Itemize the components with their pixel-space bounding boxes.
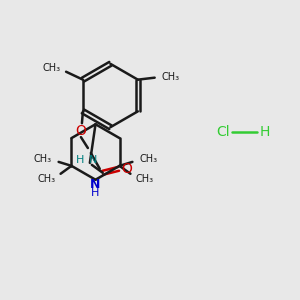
Text: H: H (76, 155, 84, 165)
Text: O: O (121, 162, 132, 176)
Text: Cl: Cl (216, 125, 230, 139)
Text: O: O (76, 124, 86, 138)
Text: N: N (90, 178, 101, 191)
Text: H: H (91, 188, 100, 198)
Text: CH₃: CH₃ (43, 63, 61, 73)
Text: CH₃: CH₃ (38, 174, 56, 184)
Text: H: H (260, 125, 270, 139)
Text: CH₃: CH₃ (135, 174, 154, 184)
Text: N: N (89, 155, 97, 165)
Text: CH₃: CH₃ (139, 154, 158, 164)
Text: CH₃: CH₃ (162, 72, 180, 82)
Text: CH₃: CH₃ (34, 154, 52, 164)
